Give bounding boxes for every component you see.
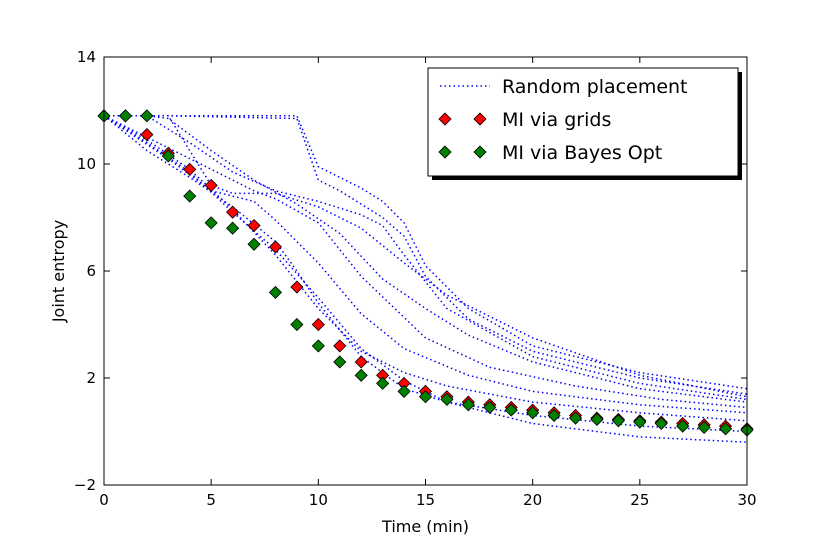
random-placement-line-3 bbox=[104, 115, 748, 401]
mi-via-grids-point-6 bbox=[226, 205, 240, 219]
x-axis-label: Time (min) bbox=[381, 517, 469, 536]
y-tick-label-4: 14 bbox=[77, 48, 96, 66]
legend-bayes-marker-2 bbox=[473, 145, 487, 159]
mi-via-grids-point-8 bbox=[268, 240, 283, 254]
mi-via-bayes-opt-point-10 bbox=[311, 339, 325, 353]
x-tick-label-10: 10 bbox=[309, 491, 328, 509]
y-axis-label: Joint entropy bbox=[49, 220, 68, 323]
random-placement-line-8 bbox=[103, 115, 748, 422]
mi-via-bayes-opt-point-1 bbox=[118, 109, 132, 123]
mi-via-bayes-opt-point-15 bbox=[418, 390, 433, 404]
mi-via-bayes-opt-point-16 bbox=[440, 392, 454, 406]
mi-via-grids-point-7 bbox=[247, 218, 261, 233]
mi-via-bayes-opt-point-7 bbox=[247, 237, 261, 251]
mi-via-grids-point-5 bbox=[204, 178, 218, 192]
legend-grids-marker-1 bbox=[438, 112, 452, 126]
legend-grids-label: MI via grids bbox=[502, 109, 611, 131]
x-tick-label-25: 25 bbox=[630, 491, 649, 509]
y-tick-label-1: 2 bbox=[86, 369, 96, 387]
random-placement-line-10 bbox=[103, 115, 748, 443]
mi-via-bayes-opt-point-26 bbox=[654, 416, 668, 431]
mi-via-bayes-opt-point-25 bbox=[633, 415, 647, 429]
mi-via-grids-point-11 bbox=[333, 339, 347, 353]
mi-via-bayes-opt-point-17 bbox=[461, 398, 475, 412]
mi-via-bayes-opt-point-14 bbox=[397, 384, 411, 398]
random-placement-line-1 bbox=[104, 115, 748, 390]
x-tick-label-0: 0 bbox=[99, 491, 109, 509]
x-tick-label-30: 30 bbox=[737, 491, 756, 509]
y-tick-label-3: 10 bbox=[77, 155, 96, 173]
mi-via-bayes-opt-point-2 bbox=[140, 109, 154, 123]
mi-via-bayes-opt-point-29 bbox=[719, 422, 733, 436]
mi-via-bayes-opt-point-5 bbox=[204, 216, 218, 230]
mi-via-bayes-opt-point-8 bbox=[268, 285, 283, 299]
mi-via-bayes-opt-point-11 bbox=[333, 355, 347, 369]
legend-bayes-label: MI via Bayes Opt bbox=[502, 142, 662, 164]
mi-via-bayes-opt-point-13 bbox=[376, 376, 390, 390]
mi-via-bayes-opt-point-6 bbox=[226, 221, 240, 235]
legend-random-label: Random placement bbox=[502, 76, 688, 98]
legend-bayes-marker-1 bbox=[438, 145, 452, 159]
mi-via-bayes-opt-point-4 bbox=[183, 189, 197, 203]
mi-via-bayes-opt-point-19 bbox=[504, 403, 518, 417]
mi-via-bayes-opt-point-28 bbox=[697, 420, 711, 435]
mi-via-bayes-opt-point-24 bbox=[611, 414, 625, 428]
mi-via-bayes-opt-point-3 bbox=[161, 149, 175, 163]
mi-via-bayes-opt-point-18 bbox=[483, 400, 497, 414]
random-placement-line-5 bbox=[104, 115, 748, 403]
x-tick-label-5: 5 bbox=[206, 491, 216, 509]
mi-via-grids-point-9 bbox=[290, 280, 304, 294]
mi-via-bayes-opt-point-27 bbox=[676, 419, 690, 433]
mi-via-bayes-opt-point-22 bbox=[568, 411, 583, 425]
mi-via-bayes-opt-point-23 bbox=[590, 412, 604, 427]
series-layer bbox=[97, 109, 754, 443]
mi-via-grids-point-4 bbox=[183, 162, 197, 176]
legend: Random placement MI via grids MI via Bay… bbox=[427, 67, 742, 180]
mi-via-grids-point-12 bbox=[354, 355, 368, 369]
mi-via-bayes-opt-point-9 bbox=[290, 317, 304, 332]
x-tick-label-20: 20 bbox=[523, 491, 542, 509]
legend-grids-marker-2 bbox=[473, 112, 487, 126]
mi-via-bayes-opt-point-21 bbox=[547, 408, 561, 423]
mi-via-grids-point-10 bbox=[311, 317, 325, 332]
ticks-layer: 0 5 10 15 20 25 30 −2 2 6 10 14 bbox=[74, 48, 757, 509]
y-tick-label-2: 6 bbox=[86, 262, 96, 280]
mi-via-grids-point-2 bbox=[140, 128, 154, 142]
y-tick-label-0: −2 bbox=[74, 476, 96, 494]
mi-via-bayes-opt-point-20 bbox=[526, 406, 540, 420]
mi-via-bayes-opt-point-12 bbox=[354, 368, 368, 382]
x-tick-label-15: 15 bbox=[416, 491, 435, 509]
